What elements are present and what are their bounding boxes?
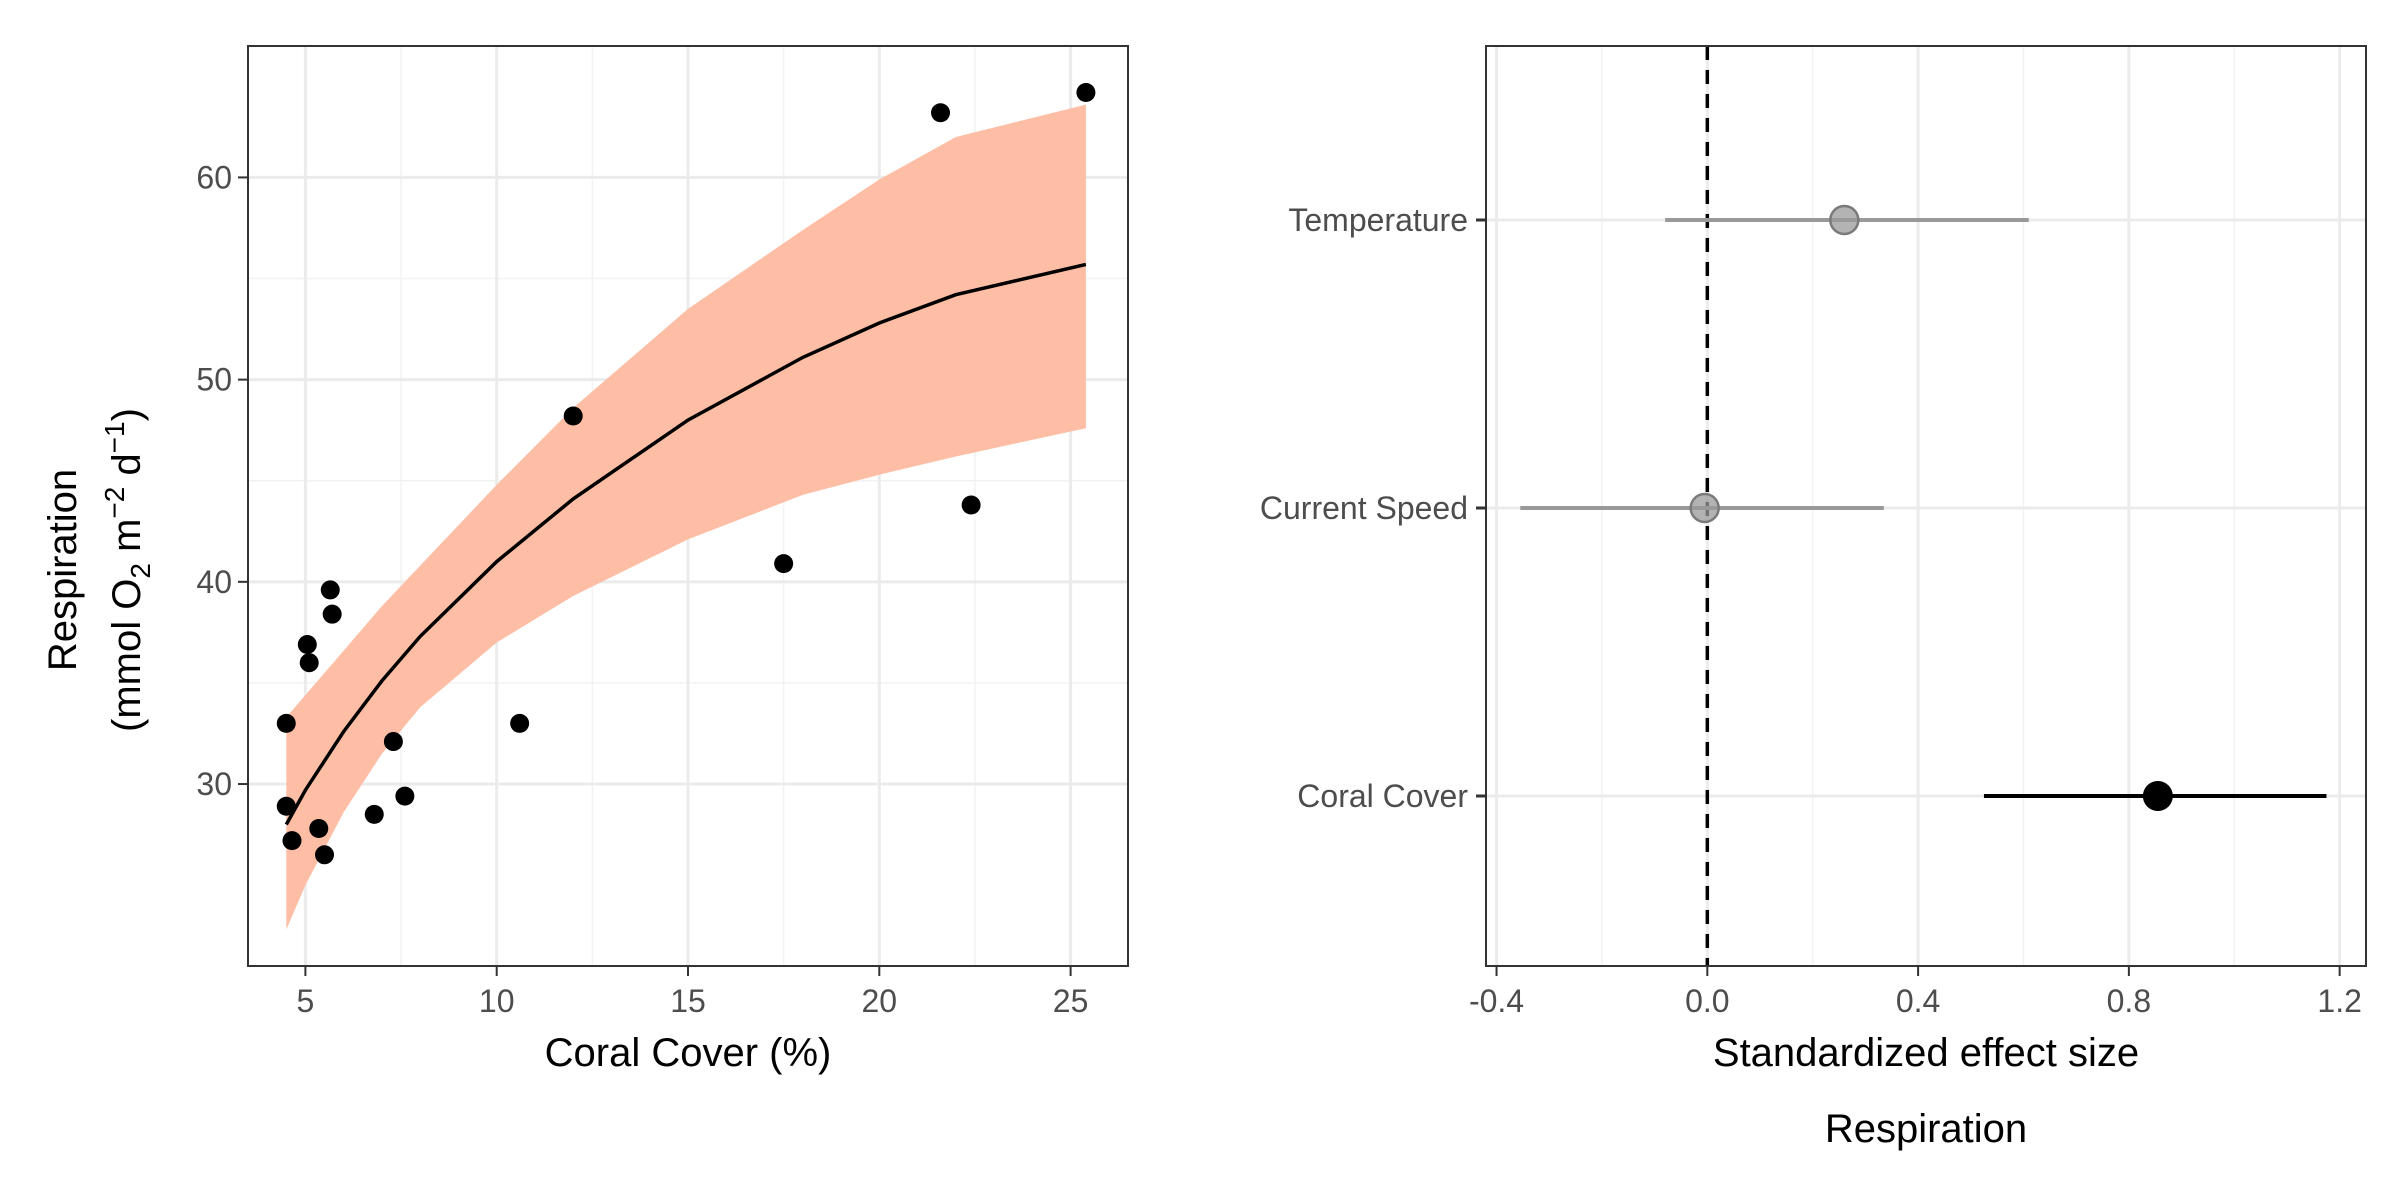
y-axis-title-line1: Respiration bbox=[41, 469, 85, 671]
data-point bbox=[276, 796, 296, 816]
forest-x-ticks: -0.4 0.0 0.4 0.8 1.2 bbox=[1469, 966, 2362, 1019]
data-point bbox=[395, 786, 415, 806]
unit-superscript1: −2 bbox=[99, 487, 130, 519]
data-point bbox=[1076, 83, 1096, 103]
y-tick-label: 50 bbox=[196, 362, 232, 398]
data-point bbox=[931, 103, 951, 123]
scatter-points bbox=[276, 83, 1096, 865]
y-tick-label: Temperature bbox=[1288, 202, 1468, 238]
x-tick-label: 0.4 bbox=[1896, 983, 1940, 1019]
forest-caption: Respiration bbox=[1825, 1107, 2027, 1151]
data-point bbox=[563, 406, 583, 426]
data-point bbox=[320, 580, 340, 600]
x-tick-label: 25 bbox=[1053, 983, 1089, 1019]
scatter-x-axis-title: Coral Cover (%) bbox=[545, 1031, 832, 1075]
point-estimate bbox=[1829, 204, 1860, 236]
y-axis-title-line2: (mmol O2 m−2 d−1) bbox=[99, 408, 156, 732]
unit-suffix: ) bbox=[105, 408, 149, 421]
y-tick-label: 60 bbox=[196, 159, 232, 195]
fitted-curve bbox=[284, 262, 1087, 826]
x-tick-label: 15 bbox=[670, 983, 706, 1019]
data-point bbox=[282, 831, 302, 851]
y-tick-label: 40 bbox=[196, 564, 232, 600]
unit-mid1: m bbox=[105, 519, 149, 563]
y-tick-label: Coral Cover bbox=[1297, 778, 1468, 814]
data-point bbox=[364, 804, 384, 824]
x-tick-label: 20 bbox=[862, 983, 898, 1019]
x-tick-label: 10 bbox=[479, 983, 515, 1019]
scatter-panel: 5 10 15 20 25 30 40 50 60 Coral Cover (%) Respi… bbox=[41, 45, 1129, 1075]
x-tick-label: 5 bbox=[296, 983, 314, 1019]
y-tick-label: Current Speed bbox=[1260, 490, 1468, 526]
confidence-band bbox=[286, 104, 1086, 930]
estimate-current-speed bbox=[1520, 492, 1884, 524]
data-point bbox=[383, 732, 403, 752]
unit-superscript2: −1 bbox=[99, 421, 130, 453]
data-point bbox=[510, 713, 530, 733]
scatter-x-ticks: 5 10 15 20 25 bbox=[296, 966, 1088, 1019]
x-tick-label: 0.0 bbox=[1685, 983, 1729, 1019]
y-tick-label: 30 bbox=[196, 766, 232, 802]
x-tick-label: 0.8 bbox=[2107, 983, 2151, 1019]
point-estimate bbox=[2142, 781, 2173, 811]
point-estimate bbox=[1689, 492, 1720, 524]
unit-mid2: d bbox=[105, 453, 149, 486]
x-tick-label: 1.2 bbox=[2317, 983, 2361, 1019]
forest-x-axis-title: Standardized effect size bbox=[1713, 1031, 2139, 1075]
scatter-y-axis-title: Respiration bbox=[41, 469, 85, 671]
estimate-temperature bbox=[1665, 204, 2029, 236]
unit-subscript: 2 bbox=[125, 563, 156, 579]
effect-estimates bbox=[1520, 204, 2327, 811]
x-tick-label: -0.4 bbox=[1469, 983, 1524, 1019]
scatter-y-ticks: 30 40 50 60 bbox=[196, 159, 248, 802]
data-point bbox=[299, 653, 319, 673]
data-point bbox=[322, 604, 342, 624]
forest-gridlines bbox=[1486, 46, 2366, 966]
forest-y-ticks: Temperature Current Speed Coral Cover bbox=[1260, 202, 1486, 814]
data-point bbox=[309, 819, 329, 839]
data-point bbox=[315, 845, 335, 865]
estimate-coral-cover bbox=[1983, 781, 2327, 811]
forest-panel: -0.4 0.0 0.4 0.8 1.2 Temperature Current Spee… bbox=[1260, 45, 2367, 1151]
data-point bbox=[297, 635, 317, 655]
scatter-y-axis-units: (mmol O2 m−2 d−1) bbox=[99, 408, 156, 732]
data-point bbox=[961, 495, 981, 515]
data-point bbox=[276, 713, 296, 733]
unit-prefix: (mmol O bbox=[105, 579, 149, 732]
data-point bbox=[774, 554, 794, 574]
forest-panel-border bbox=[1485, 45, 2367, 967]
